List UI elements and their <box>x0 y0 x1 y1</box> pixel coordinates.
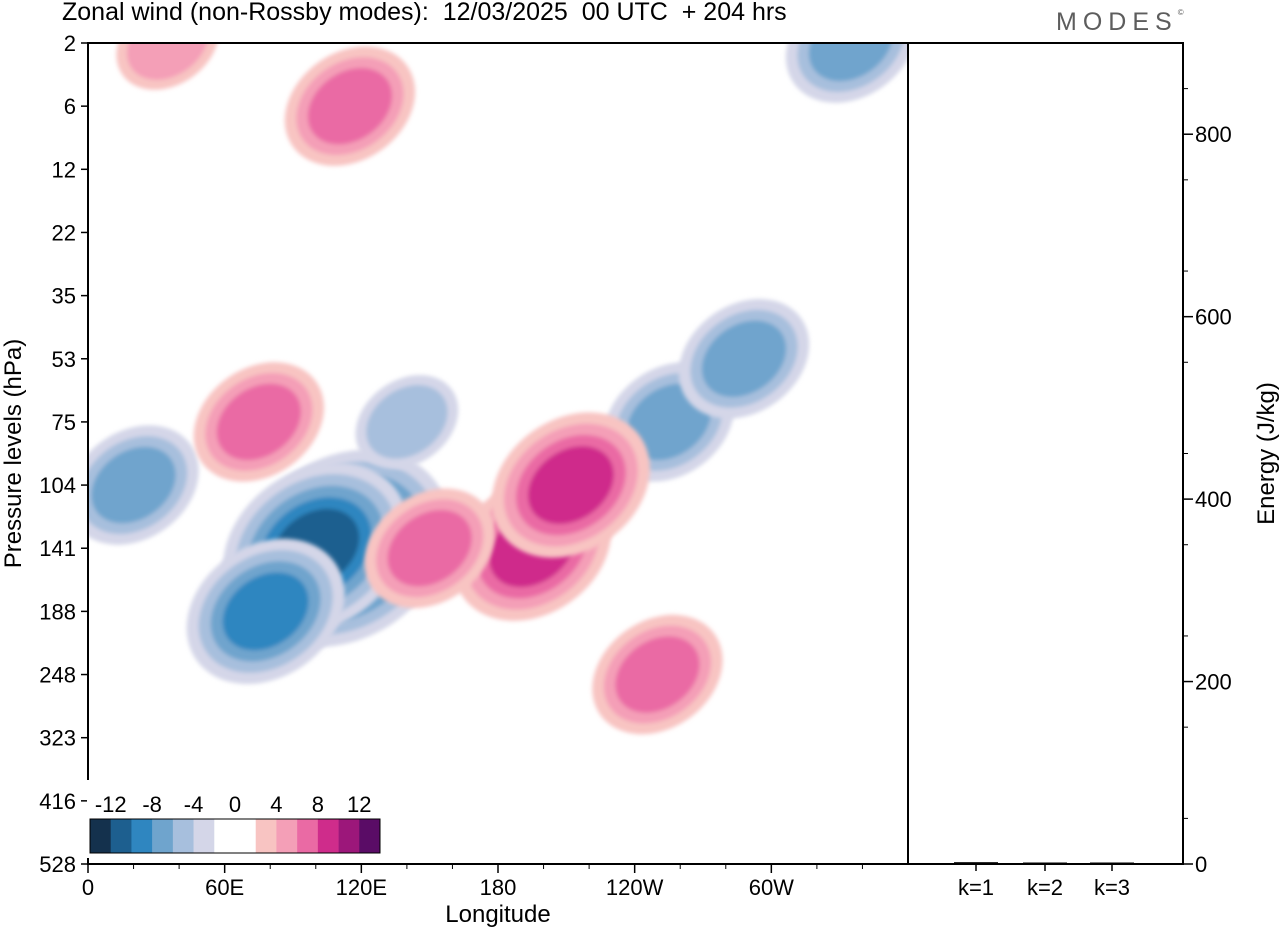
y-tick-label: 248 <box>39 663 76 688</box>
brand-logo: MODES© <box>1056 7 1184 36</box>
colorbar-swatch <box>110 819 132 853</box>
colorbar-label: -12 <box>95 792 127 817</box>
y-tick-label: 22 <box>52 220 76 245</box>
y-tick-label: 75 <box>52 410 76 435</box>
y-tick-label: 323 <box>39 726 76 751</box>
contour-level <box>701 320 787 397</box>
y-tick-label: 6 <box>64 94 76 119</box>
contour-feature <box>678 299 810 419</box>
contour-level <box>615 636 700 713</box>
contour-feature <box>193 362 325 482</box>
contour-level <box>222 572 309 651</box>
x-tick-label: 180 <box>480 875 517 900</box>
contour-feature <box>364 488 495 608</box>
colorbar-label: 4 <box>270 792 282 817</box>
energy-tick-label: 800 <box>1195 122 1232 147</box>
energy-axis-title: Energy (J/kg) <box>1253 382 1280 525</box>
colorbar-swatch <box>359 819 381 853</box>
contour-level <box>91 446 176 524</box>
colorbar-swatch <box>90 819 112 853</box>
contour-feature <box>186 538 345 685</box>
heatmap-field <box>88 43 908 735</box>
energy-x-label: k=3 <box>1094 875 1130 900</box>
y-tick-label: 141 <box>39 536 76 561</box>
energy-bar <box>1090 862 1134 864</box>
energy-x-label: k=2 <box>1027 875 1063 900</box>
contour-feature <box>88 425 199 545</box>
energy-plot-frame <box>907 42 1184 865</box>
colorbar-swatch <box>235 819 257 853</box>
y-tick-label: 2 <box>64 31 76 56</box>
x-tick-label: 60E <box>205 875 244 900</box>
colorbar-label: 12 <box>347 792 371 817</box>
contour-feature <box>592 614 723 735</box>
energy-tick-label: 400 <box>1195 487 1232 512</box>
colorbar-swatch <box>172 819 194 853</box>
energy-tick-label: 0 <box>1195 852 1207 877</box>
colorbar-label: -4 <box>184 792 204 817</box>
colorbar-swatch <box>317 819 339 853</box>
x-tick-label: 60W <box>749 875 794 900</box>
y-tick-label: 35 <box>52 284 76 309</box>
colorbar-swatch <box>297 819 319 853</box>
energy-x-label: k=1 <box>958 875 994 900</box>
colorbar-swatch <box>152 819 174 853</box>
contour-feature <box>785 43 908 103</box>
chart-title: Zonal wind (non-Rossby modes): 12/03/202… <box>62 0 787 26</box>
colorbar-swatch <box>255 819 277 853</box>
energy-tick-label: 600 <box>1195 305 1232 330</box>
x-tick-label: 120W <box>606 875 664 900</box>
contour-level <box>387 510 472 587</box>
x-tick-label: 120E <box>336 875 387 900</box>
energy-bar <box>1023 862 1067 864</box>
contour-feature <box>491 412 650 558</box>
contour-feature <box>116 43 220 90</box>
colorbar-swatch <box>131 819 153 853</box>
colorbar-swatch <box>214 819 236 853</box>
y-tick-label: 53 <box>52 347 76 372</box>
y-tick-label: 104 <box>39 473 76 498</box>
contour-level <box>808 43 894 82</box>
y-tick-label: 188 <box>39 599 76 624</box>
y-tick-label: 528 <box>39 852 76 877</box>
x-axis-title: Longitude <box>445 901 550 928</box>
colorbar-frame <box>89 818 381 854</box>
contour-level <box>366 385 448 459</box>
y-axis-title: Pressure levels (hPa) <box>0 339 27 568</box>
energy-tick-label: 200 <box>1195 670 1232 695</box>
energy-bar <box>954 862 998 864</box>
y-tick-label: 12 <box>52 157 76 182</box>
colorbar-swatch <box>276 819 298 853</box>
contour-level <box>216 383 301 461</box>
colorbar-swatch <box>338 819 360 853</box>
contour-level <box>307 67 393 145</box>
y-tick-label: 416 <box>39 789 76 814</box>
colorbar-label: 0 <box>229 792 241 817</box>
contour-feature <box>355 375 459 469</box>
colorbar-label: -8 <box>142 792 162 817</box>
contour-feature <box>284 46 416 166</box>
colorbar-label: 8 <box>312 792 324 817</box>
x-tick-label: 0 <box>82 875 94 900</box>
colorbar-swatch <box>193 819 215 853</box>
contour-level <box>527 446 614 525</box>
